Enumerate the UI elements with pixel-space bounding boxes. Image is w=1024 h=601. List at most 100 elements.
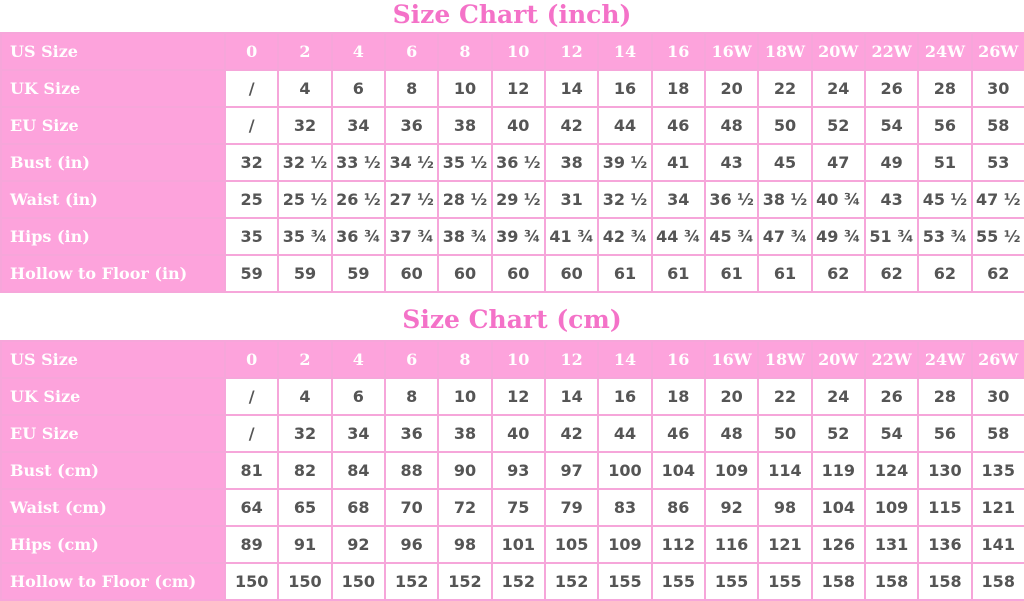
cell: 116 <box>703 525 760 564</box>
cell: 20 <box>703 377 760 416</box>
cell: 152 <box>543 562 600 601</box>
cell: 158 <box>970 562 1024 601</box>
cell: 152 <box>383 562 440 601</box>
cell: 89 <box>223 525 280 564</box>
cell: 52 <box>810 106 866 145</box>
cell: 60 <box>437 254 493 293</box>
cell: 22 <box>757 377 813 416</box>
cell: 98 <box>437 525 493 564</box>
cell: 55 ½ <box>970 217 1024 256</box>
row-label: US Size <box>0 340 226 379</box>
table-row: Bust (cm) 81 82 84 88 90 93 97 100 104 109 114 119 12… <box>0 451 1024 490</box>
cell: 150 <box>330 562 386 601</box>
header-cell: 20W <box>810 32 866 71</box>
cell: 38 <box>437 106 493 145</box>
cell: 34 ½ <box>383 143 440 182</box>
cell: 53 <box>970 143 1024 182</box>
row-label: UK Size <box>0 69 226 108</box>
cell: 12 <box>490 69 546 108</box>
row-label: Hips (cm) <box>0 525 226 564</box>
cell: 36 ½ <box>703 180 760 219</box>
cell: 47 ½ <box>970 180 1024 219</box>
header-cell: 0 <box>223 340 280 379</box>
header-cell: 26W <box>970 340 1024 379</box>
table-row: UK Size/4 6 8 10 12 14 16 18 20 22 24 26 28 30 <box>0 377 1024 416</box>
cell: 64 <box>223 488 280 527</box>
cell: 59 <box>330 254 386 293</box>
cell: 44 ¾ <box>650 217 706 256</box>
table-row: EU Size/32 34 36 38 40 42 44 46 48 50 52 54 56 58 <box>0 106 1024 145</box>
cell: 93 <box>490 451 546 490</box>
cell: 136 <box>917 525 973 564</box>
cell: 58 <box>970 106 1024 145</box>
cell: 38 ½ <box>757 180 813 219</box>
cell: 61 <box>757 254 813 293</box>
table-row: Hollow to Floor (in) 59 59 59 60 60 60 60 61 61 61… <box>0 254 1024 293</box>
cell: 58 <box>970 414 1024 453</box>
cell: 101 <box>490 525 546 564</box>
cell: 6 <box>330 377 386 416</box>
cell: 68 <box>330 488 386 527</box>
cell: 47 ¾ <box>757 217 813 256</box>
cell: 10 <box>437 377 493 416</box>
cell: / <box>223 377 280 416</box>
cell: 150 <box>223 562 280 601</box>
row-label: EU Size <box>0 106 226 145</box>
cell: 46 <box>650 414 706 453</box>
header-cell: 4 <box>330 32 386 71</box>
cell: 60 <box>383 254 440 293</box>
cell: 30 <box>970 69 1024 108</box>
cell: 27 ½ <box>383 180 440 219</box>
cell: 22 <box>757 69 813 108</box>
cell: 45 <box>757 143 813 182</box>
header-cell: 14 <box>597 340 653 379</box>
title: Size Chart (inch) <box>392 0 632 29</box>
cell: 92 <box>330 525 386 564</box>
cell: 83 <box>597 488 653 527</box>
cell: 82 <box>277 451 333 490</box>
cell: 60 <box>490 254 546 293</box>
header-cell: 16 <box>650 340 706 379</box>
table-row: UK Size/4 6 8 10 12 14 16 18 20 22 24 26 28 30 <box>0 69 1024 108</box>
cell: 16 <box>597 69 653 108</box>
cell: 6 <box>330 69 386 108</box>
cell: 40 ¾ <box>810 180 866 219</box>
cell: 20 <box>703 69 760 108</box>
cell: 30 <box>970 377 1024 416</box>
cell: 46 <box>650 106 706 145</box>
header-cell: 6 <box>383 340 440 379</box>
row-label: EU Size <box>0 414 226 453</box>
header-cell: 24W <box>917 32 973 71</box>
row-label: Hips (in) <box>0 217 226 256</box>
cell: 18 <box>650 377 706 416</box>
cell: 59 <box>277 254 333 293</box>
cell: 54 <box>863 106 920 145</box>
cell: 97 <box>543 451 600 490</box>
row-label: US Size <box>0 32 226 71</box>
cell: 62 <box>917 254 973 293</box>
cell: 152 <box>490 562 546 601</box>
cell: 155 <box>597 562 653 601</box>
cell: 59 <box>223 254 280 293</box>
cell: 60 <box>543 254 600 293</box>
cell: 36 <box>383 414 440 453</box>
cell: 33 ½ <box>330 143 386 182</box>
cell: 38 <box>437 414 493 453</box>
cell: 119 <box>810 451 866 490</box>
cell: 62 <box>863 254 920 293</box>
cell: 45 ¾ <box>703 217 760 256</box>
table-row: Waist (in) 25 25 ½ 26 ½ 27 ½ 28 ½ 29 ½ 31 32 ½ 34… <box>0 180 1024 219</box>
cell: 48 <box>703 106 760 145</box>
cell: 10 <box>437 69 493 108</box>
header-cell: 8 <box>437 340 493 379</box>
cell: 56 <box>917 414 973 453</box>
cell: 32 <box>223 143 280 182</box>
table-row: US Size 0 2 4 6 8 10 12 14 16 16W 18W 20W 22W 24W 26W <box>0 340 1024 379</box>
cell: 158 <box>810 562 866 601</box>
cell: 51 <box>917 143 973 182</box>
cell: 49 <box>863 143 920 182</box>
cell: 104 <box>810 488 866 527</box>
cell: 36 <box>383 106 440 145</box>
header-cell: 14 <box>597 32 653 71</box>
